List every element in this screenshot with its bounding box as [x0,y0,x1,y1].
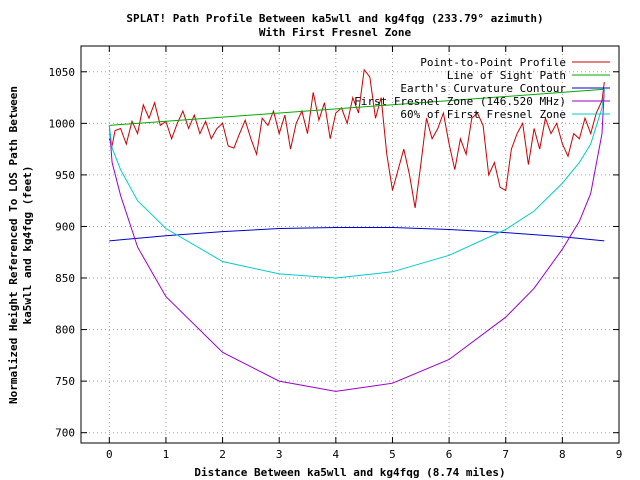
x-tick-label: 9 [616,448,623,461]
y-tick-label: 950 [55,169,75,182]
legend-label: First Fresnel Zone (146.520 MHz) [354,95,566,108]
chart-title: SPLAT! Path Profile Between ka5wll and k… [126,12,543,25]
series-line [109,227,605,242]
plot-frame [80,45,620,444]
chart-subtitle: With First Fresnel Zone [259,26,412,39]
x-tick-label: 8 [559,448,566,461]
x-tick-label: 1 [163,448,170,461]
legend-label: Earth's Curvature Contour [400,82,566,95]
grid [81,46,620,443]
y-tick-label: 1050 [49,66,76,79]
x-tick-label: 6 [446,448,453,461]
legend-label: 60% of First Fresnel Zone [400,108,566,121]
y-tick-label: 1000 [49,117,76,130]
y-axis-label-line1: Normalized Height Referenced To LOS Path… [7,86,20,404]
x-tick-label: 4 [333,448,340,461]
series-line [108,89,605,279]
y-tick-label: 850 [55,272,75,285]
x-tick-label: 3 [276,448,283,461]
x-tick-label: 7 [502,448,509,461]
series-line [108,68,605,208]
x-tick-label: 0 [106,448,113,461]
series-line [109,88,605,126]
x-tick-label: 5 [389,448,396,461]
y-tick-label: 700 [55,427,75,440]
y-tick-label: 800 [55,324,75,337]
legend-label: Line of Sight Path [447,69,566,82]
y-tick-label: 900 [55,220,75,233]
axis-ticks: 0 1 2 3 4 5 6 7 8 9 700 750 800 850 900 950 1000 1050 [49,46,623,461]
y-axis-label-line2: ka5wll and kg4fqg (feet) [21,166,34,325]
plot-series [108,68,605,392]
x-tick-label: 2 [219,448,226,461]
y-tick-label: 750 [55,375,75,388]
x-axis-label: Distance Between ka5wll and kg4fqg (8.74… [194,466,505,479]
legend-label: Point-to-Point Profile [420,56,566,69]
series-line [108,89,605,392]
